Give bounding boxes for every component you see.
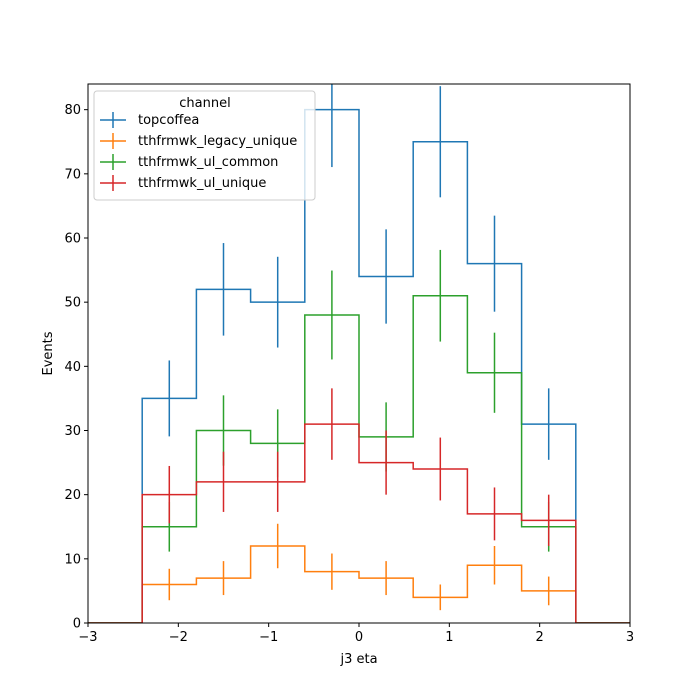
series-layer (88, 84, 630, 623)
y-tick-label: 40 (64, 360, 81, 375)
x-tick-label: 3 (626, 630, 634, 645)
x-axis-label: j3 eta (339, 652, 377, 667)
y-tick-label: 20 (64, 488, 81, 503)
legend: channel topcoffeatthfrmwk_legacy_uniquet… (93, 90, 316, 201)
y-axis-label: Events (41, 331, 56, 375)
y-tick-label: 50 (64, 296, 81, 311)
legend-entry: topcoffea (100, 112, 199, 128)
legend-entry: tthfrmwk_legacy_unique (100, 133, 297, 149)
y-tick-label: 80 (64, 103, 81, 118)
legend-entries: topcoffea tthfrmwk_legacy_unique tthfrmwk_… (100, 112, 297, 191)
legend-label: topcoffea (138, 113, 199, 128)
x-tick-label: 1 (445, 630, 453, 645)
legend-box (93, 90, 316, 201)
legend-entry: tthfrmwk_ul_unique (100, 175, 266, 191)
x-tick-label: −1 (259, 630, 278, 645)
y-axis: 0 10 20 30 40 50 60 70 80 (64, 103, 88, 632)
legend-label: tthfrmwk_legacy_unique (138, 134, 297, 149)
x-tick-label: 0 (355, 630, 363, 645)
series-step-line (88, 295, 630, 623)
legend-label: tthfrmwk_ul_common (138, 155, 278, 170)
y-tick-label: 70 (64, 167, 81, 182)
x-tick-label: −3 (78, 630, 97, 645)
legend-title: channel (179, 96, 230, 111)
series-tthfrmwk_ul_unique (88, 388, 630, 623)
y-tick-label: 0 (73, 617, 81, 632)
series-tthfrmwk_legacy_unique (88, 523, 630, 623)
series-step-line (88, 423, 630, 623)
y-tick-label: 60 (64, 232, 81, 247)
legend-label: tthfrmwk_ul_unique (138, 176, 266, 191)
x-tick-label: 2 (536, 630, 544, 645)
series-step-line (88, 545, 630, 623)
legend-entry: tthfrmwk_ul_common (100, 154, 278, 170)
x-tick-label: −2 (169, 630, 188, 645)
y-tick-label: 10 (64, 552, 81, 567)
y-tick-label: 30 (64, 424, 81, 439)
x-axis: −3 −2 −1 0 1 2 3 (78, 623, 634, 645)
